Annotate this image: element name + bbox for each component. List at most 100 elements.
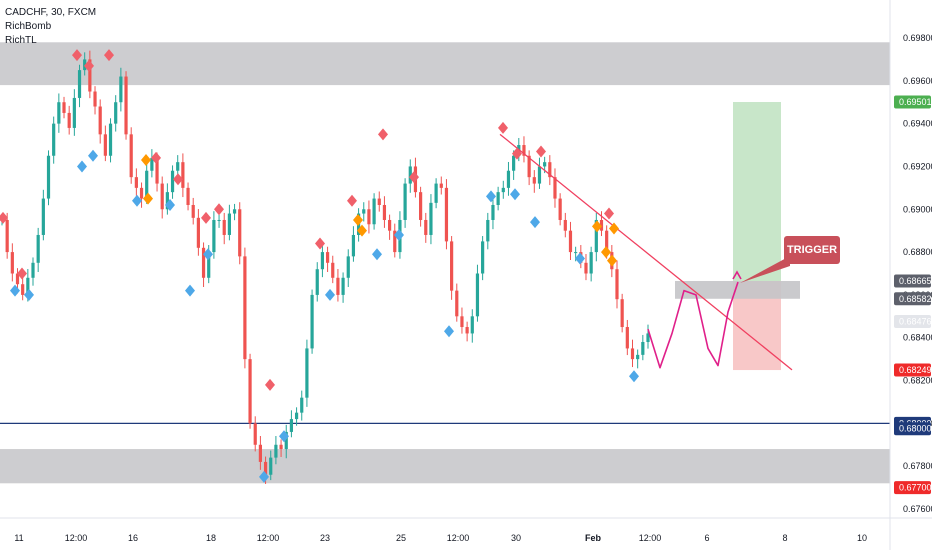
- candle-body: [522, 145, 526, 156]
- candle-body: [460, 316, 464, 328]
- candle-body: [434, 183, 438, 203]
- candle-body: [93, 91, 97, 107]
- candle-body: [119, 76, 123, 103]
- candle-body: [630, 348, 635, 360]
- signal-diamond-orange: [141, 154, 151, 167]
- price-tag-label: 0.67700: [899, 483, 932, 493]
- candle-body: [238, 209, 242, 257]
- signal-diamond-red: [498, 121, 508, 134]
- price-tag-label: 0.68476: [899, 316, 932, 326]
- candle-body: [325, 252, 330, 263]
- candle-body: [419, 192, 423, 220]
- signal-diamond-blue: [259, 470, 269, 483]
- indicator-richbomb[interactable]: RichBomb: [5, 21, 52, 32]
- candle-body: [274, 444, 278, 458]
- candle-body: [496, 192, 500, 205]
- candle-body: [393, 230, 397, 253]
- signal-diamond-red: [0, 211, 8, 224]
- x-tick-label: 8: [782, 533, 787, 543]
- candle-body: [548, 162, 552, 178]
- candle-body: [636, 354, 640, 360]
- candle-body: [26, 277, 30, 295]
- candle-body: [160, 183, 164, 210]
- candle-body: [217, 219, 221, 221]
- candle-body: [191, 204, 195, 218]
- candle-body: [181, 162, 185, 188]
- candle-body: [455, 290, 459, 317]
- candle-body: [31, 262, 35, 278]
- candle-body: [207, 252, 211, 278]
- candle-body: [269, 457, 273, 475]
- candle-body: [108, 123, 113, 156]
- resistance-zone: [0, 42, 890, 86]
- candle-body: [362, 209, 366, 214]
- candle-body: [222, 219, 226, 235]
- price-tag-bg: [894, 95, 931, 109]
- signal-diamond-blue: [444, 325, 454, 338]
- projection-path: [647, 281, 739, 369]
- candle-body: [527, 155, 531, 178]
- trigger-label: TRIGGER: [786, 244, 838, 256]
- candle-body: [212, 219, 216, 253]
- candle-body: [646, 333, 650, 343]
- candle-body: [41, 198, 45, 235]
- signal-diamond-blue: [203, 248, 213, 261]
- signal-diamond-orange: [601, 246, 611, 259]
- candle-body: [165, 192, 169, 210]
- candle-body: [336, 277, 340, 295]
- candle-body: [289, 419, 294, 432]
- price-tag-bg: [894, 481, 931, 495]
- x-tick-label: 18: [206, 533, 216, 543]
- candle-body: [201, 247, 206, 278]
- candle-body: [145, 170, 149, 199]
- x-tick-label: 25: [396, 533, 406, 543]
- signal-diamond-red: [151, 151, 161, 164]
- candle-body: [465, 327, 469, 334]
- candle-body: [5, 219, 9, 253]
- price-tag-bg: [894, 363, 931, 377]
- x-tick-label: 12:00: [639, 533, 662, 543]
- candle-body: [574, 252, 578, 254]
- candle-body: [558, 198, 562, 220]
- x-tick-label: Feb: [585, 533, 602, 543]
- candle-body: [599, 219, 604, 231]
- signal-diamond-red: [265, 378, 275, 391]
- candle-body: [227, 213, 231, 235]
- candle-body: [346, 256, 350, 278]
- signal-diamond-blue: [629, 370, 639, 383]
- candle-body: [46, 155, 51, 199]
- signal-diamond-red: [173, 173, 183, 186]
- indicator-richtl[interactable]: RichTL: [5, 35, 37, 46]
- candle-body: [21, 284, 25, 295]
- signal-diamond-red: [72, 49, 82, 62]
- x-tick-label: 6: [704, 533, 709, 543]
- price-tag-bg: [894, 274, 931, 288]
- candle-body: [294, 412, 299, 420]
- candle-body: [139, 187, 144, 199]
- candle-body: [563, 219, 567, 231]
- candle-body: [367, 209, 371, 225]
- candle-body: [594, 219, 598, 253]
- candle-body: [10, 252, 14, 274]
- candle-body: [568, 230, 573, 253]
- candle-body: [341, 277, 345, 295]
- signal-diamond-red: [214, 203, 224, 216]
- x-tick-label: 16: [128, 533, 138, 543]
- signal-diamond-red: [347, 194, 357, 207]
- candle-body: [98, 106, 102, 135]
- candle-body: [605, 230, 609, 253]
- candle-body: [512, 155, 516, 171]
- candle-body: [15, 273, 20, 285]
- candle-body: [155, 157, 159, 184]
- signal-diamond-blue: [279, 430, 289, 443]
- candle-body: [88, 59, 92, 92]
- symbol-title[interactable]: CADCHF, 30, FXCM: [5, 7, 97, 18]
- candle-body: [134, 177, 138, 188]
- candle-body: [150, 157, 154, 171]
- candle-body: [284, 431, 288, 450]
